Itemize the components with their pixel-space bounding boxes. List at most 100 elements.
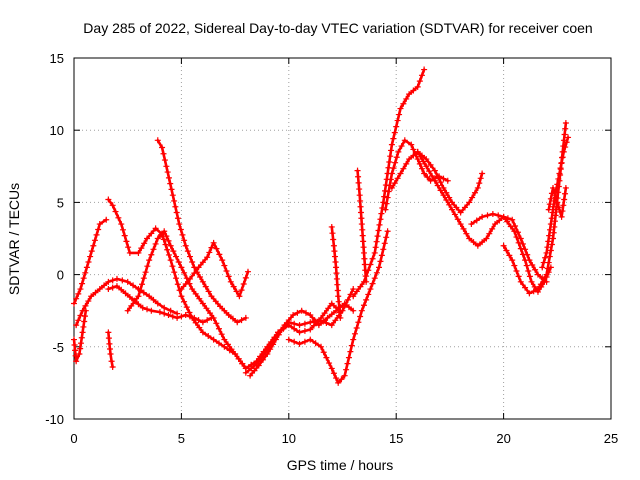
data-point bbox=[88, 293, 95, 300]
data-point bbox=[192, 290, 199, 297]
series-arc-4 bbox=[105, 283, 215, 326]
data-point bbox=[93, 231, 100, 238]
data-point bbox=[135, 249, 142, 256]
data-point bbox=[545, 259, 552, 266]
data-point bbox=[107, 351, 114, 358]
data-point bbox=[301, 320, 308, 327]
data-point bbox=[160, 150, 167, 157]
data-point bbox=[174, 281, 181, 288]
data-point bbox=[551, 218, 558, 225]
data-point bbox=[71, 300, 77, 307]
data-point bbox=[150, 296, 157, 303]
data-point bbox=[72, 352, 79, 359]
data-point bbox=[75, 290, 82, 297]
data-point bbox=[72, 347, 79, 354]
data-point bbox=[555, 204, 562, 211]
data-point bbox=[539, 264, 546, 271]
data-point bbox=[135, 293, 142, 300]
series-arc-12 bbox=[354, 167, 370, 285]
data-point bbox=[321, 310, 328, 317]
data-point bbox=[421, 170, 428, 177]
x-tick-label: 25 bbox=[604, 431, 618, 446]
data-point bbox=[410, 152, 417, 159]
data-point bbox=[489, 210, 496, 217]
data-point bbox=[359, 232, 366, 239]
data-point bbox=[85, 298, 92, 305]
data-point bbox=[376, 264, 383, 271]
data-point bbox=[355, 319, 362, 326]
data-point bbox=[311, 317, 318, 324]
data-point bbox=[562, 184, 569, 191]
x-tick-label: 10 bbox=[282, 431, 296, 446]
data-point bbox=[468, 221, 475, 228]
data-point bbox=[178, 286, 185, 293]
data-point bbox=[378, 252, 385, 259]
data-point bbox=[369, 255, 376, 262]
data-point bbox=[154, 300, 161, 307]
data-point bbox=[440, 184, 447, 191]
data-point bbox=[333, 270, 340, 277]
data-point bbox=[101, 282, 108, 289]
data-point bbox=[176, 221, 183, 228]
data-point bbox=[509, 216, 516, 223]
data-point bbox=[165, 237, 172, 244]
data-point bbox=[272, 336, 279, 343]
data-point bbox=[225, 273, 232, 280]
data-point bbox=[92, 289, 99, 296]
data-point bbox=[296, 340, 303, 347]
data-point bbox=[161, 310, 168, 317]
data-point bbox=[396, 111, 403, 118]
data-point bbox=[511, 262, 518, 269]
data-point bbox=[532, 266, 539, 273]
y-tick-label: 15 bbox=[50, 51, 64, 66]
data-series bbox=[71, 66, 572, 386]
data-point bbox=[357, 209, 364, 216]
data-point bbox=[400, 100, 407, 107]
data-point bbox=[203, 305, 210, 312]
data-point bbox=[332, 317, 339, 324]
data-point bbox=[105, 335, 112, 342]
data-point bbox=[90, 242, 97, 249]
data-point bbox=[202, 283, 209, 290]
data-point bbox=[460, 225, 467, 232]
data-point bbox=[525, 267, 532, 274]
data-point bbox=[140, 275, 147, 282]
data-point bbox=[315, 322, 322, 329]
data-point bbox=[506, 252, 513, 259]
data-point bbox=[197, 274, 204, 281]
data-point bbox=[363, 296, 370, 303]
data-point bbox=[388, 170, 395, 177]
data-point bbox=[504, 218, 511, 225]
data-point bbox=[540, 259, 547, 266]
data-point bbox=[374, 233, 381, 240]
data-point bbox=[345, 304, 352, 311]
data-point bbox=[392, 159, 399, 166]
data-point bbox=[361, 261, 368, 268]
data-point bbox=[484, 212, 491, 219]
series-arc-7 bbox=[178, 239, 251, 300]
y-tick-label: 10 bbox=[50, 123, 64, 138]
data-point bbox=[522, 257, 529, 264]
data-point bbox=[229, 315, 236, 322]
data-point bbox=[515, 273, 522, 280]
data-point bbox=[363, 273, 370, 280]
data-point bbox=[393, 154, 400, 161]
x-tick-label: 0 bbox=[70, 431, 77, 446]
data-point bbox=[431, 177, 438, 184]
data-point bbox=[549, 209, 556, 216]
data-point bbox=[106, 345, 113, 352]
data-point bbox=[205, 332, 212, 339]
data-point bbox=[379, 205, 386, 212]
data-point bbox=[381, 240, 388, 247]
data-point bbox=[169, 192, 176, 199]
data-point bbox=[400, 165, 407, 172]
data-point bbox=[81, 318, 88, 325]
data-point bbox=[519, 251, 526, 258]
data-point bbox=[181, 237, 188, 244]
data-point bbox=[173, 209, 180, 216]
data-point bbox=[424, 174, 431, 181]
data-point bbox=[118, 286, 125, 293]
data-point bbox=[381, 193, 388, 200]
data-point bbox=[328, 322, 335, 329]
data-point bbox=[410, 146, 417, 153]
